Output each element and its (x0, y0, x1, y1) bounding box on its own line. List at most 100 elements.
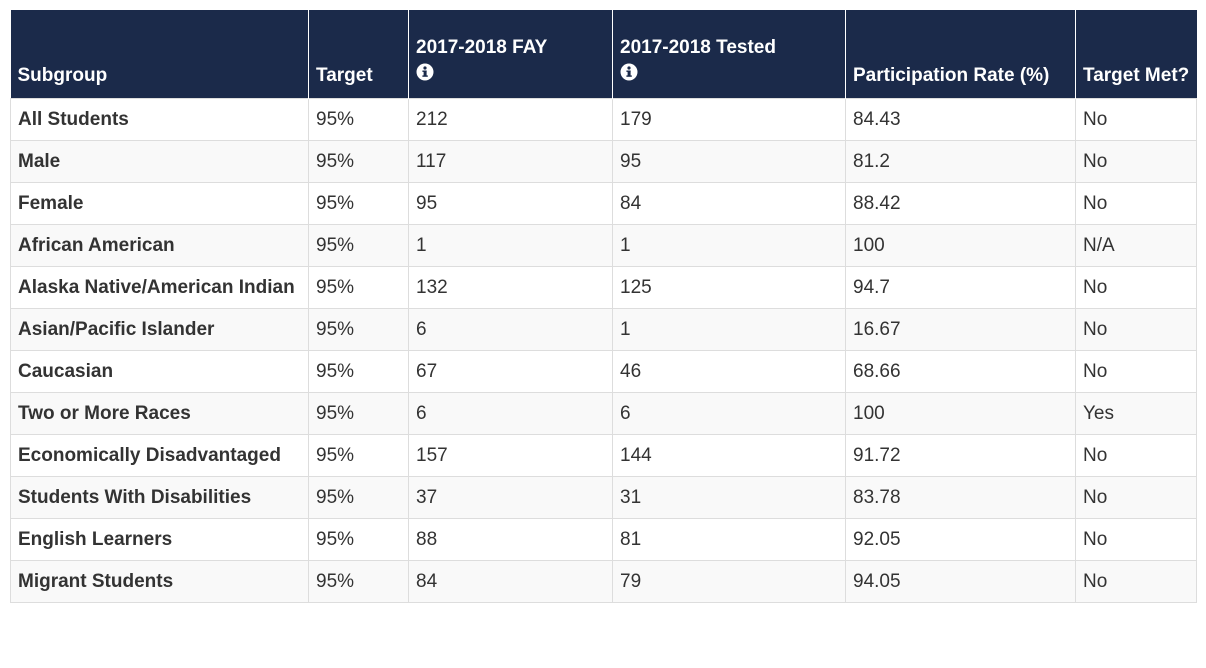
subgroup-cell: Caucasian (10, 350, 309, 393)
table-cell: 84 (612, 182, 846, 225)
table-cell: 16.67 (845, 308, 1076, 351)
table-cell: 95% (308, 350, 409, 393)
table-cell: 83.78 (845, 476, 1076, 519)
table-cell: 95% (308, 140, 409, 183)
table-cell: 100 (845, 224, 1076, 267)
table-cell: 144 (612, 434, 846, 477)
table-row: English Learners 95% 88 81 92.05 No (10, 518, 1197, 561)
subgroup-cell: All Students (10, 98, 309, 141)
table-cell: 95% (308, 182, 409, 225)
info-icon (620, 63, 638, 88)
column-header: Participation Rate (%) (845, 10, 1076, 99)
info-icon (416, 63, 434, 88)
table-row: Asian/Pacific Islander 95% 6 1 16.67 No (10, 308, 1197, 351)
column-header-text: 2017-2018 Tested (620, 37, 776, 58)
table-cell: 84 (408, 560, 613, 603)
table-row: All Students 95% 212 179 84.43 No (10, 98, 1197, 141)
table-cell: No (1075, 140, 1197, 183)
table-cell: No (1075, 98, 1197, 141)
table-cell: 95 (408, 182, 613, 225)
table-cell: 94.7 (845, 266, 1076, 309)
subgroup-cell: Female (10, 182, 309, 225)
subgroup-cell: Economically Disadvantaged (10, 434, 309, 477)
table-row: Caucasian 95% 67 46 68.66 No (10, 350, 1197, 393)
table-cell: No (1075, 350, 1197, 393)
column-header-text: Participation Rate (%) (853, 65, 1050, 86)
column-header: Target Met? (1075, 10, 1197, 99)
table-cell: 95% (308, 266, 409, 309)
subgroup-cell: Students With Disabilities (10, 476, 309, 519)
table-cell: 92.05 (845, 518, 1076, 561)
table-cell: 91.72 (845, 434, 1076, 477)
info-icon-svg (620, 63, 638, 81)
column-header-text: Target (316, 65, 373, 86)
table-cell: 95% (308, 98, 409, 141)
table-cell: No (1075, 266, 1197, 309)
table-cell: 68.66 (845, 350, 1076, 393)
column-header: 2017-2018 FAY (408, 10, 613, 99)
table-cell: 6 (612, 392, 846, 435)
table-cell: 95% (308, 560, 409, 603)
table-cell: 179 (612, 98, 846, 141)
column-header-text: 2017-2018 FAY (416, 37, 548, 58)
table-body: All Students 95% 212 179 84.43 No Male 95% 117 95… (10, 98, 1197, 603)
table-cell: No (1075, 560, 1197, 603)
table-cell: 37 (408, 476, 613, 519)
table-row: Migrant Students 95% 84 79 94.05 No (10, 560, 1197, 603)
table-cell: 95% (308, 476, 409, 519)
table-cell: 100 (845, 392, 1076, 435)
table-cell: No (1075, 518, 1197, 561)
subgroup-cell: English Learners (10, 518, 309, 561)
column-header-text: Subgroup (17, 65, 108, 86)
table-cell: 1 (408, 224, 613, 267)
participation-table: Subgroup Target 2017-2018 FAY 2017-2018 Tes… (10, 10, 1197, 603)
table-cell: 95 (612, 140, 846, 183)
table-row: Male 95% 117 95 81.2 No (10, 140, 1197, 183)
table-cell: 94.05 (845, 560, 1076, 603)
table-cell: 46 (612, 350, 846, 393)
table-cell: 79 (612, 560, 846, 603)
table-cell: No (1075, 476, 1197, 519)
table-row: Economically Disadvantaged 95% 157 144 91.72… (10, 434, 1197, 477)
table-cell: No (1075, 434, 1197, 477)
table-cell: 1 (612, 224, 846, 267)
table-cell: 67 (408, 350, 613, 393)
table-cell: N/A (1075, 224, 1197, 267)
table-cell: 95% (308, 434, 409, 477)
table-cell: 88.42 (845, 182, 1076, 225)
table-cell: 81 (612, 518, 846, 561)
table-cell: Yes (1075, 392, 1197, 435)
table-cell: 125 (612, 266, 846, 309)
subgroup-cell: Male (10, 140, 309, 183)
table-cell: 212 (408, 98, 613, 141)
header-row: Subgroup Target 2017-2018 FAY 2017-2018 Tes… (10, 10, 1197, 99)
table-cell: 95% (308, 308, 409, 351)
table-cell: 132 (408, 266, 613, 309)
table-cell: 84.43 (845, 98, 1076, 141)
subgroup-cell: Alaska Native/American Indian (10, 266, 309, 309)
column-header: Target (308, 10, 409, 99)
table-cell: 95% (308, 224, 409, 267)
table-cell: 6 (408, 308, 613, 351)
table-cell: 117 (408, 140, 613, 183)
table-row: Female 95% 95 84 88.42 No (10, 182, 1197, 225)
table-row: Two or More Races 95% 6 6 100 Yes (10, 392, 1197, 435)
subgroup-cell: Asian/Pacific Islander (10, 308, 309, 351)
table-cell: 1 (612, 308, 846, 351)
table-cell: 88 (408, 518, 613, 561)
table-row: African American 95% 1 1 100 N/A (10, 224, 1197, 267)
table-header: Subgroup Target 2017-2018 FAY 2017-2018 Tes… (10, 10, 1197, 99)
table-cell: 81.2 (845, 140, 1076, 183)
table-cell: 157 (408, 434, 613, 477)
table-row: Students With Disabilities 95% 37 31 83.78 No (10, 476, 1197, 519)
column-header-text: Target Met? (1083, 65, 1190, 86)
table-cell: No (1075, 308, 1197, 351)
table-cell: 31 (612, 476, 846, 519)
table-cell: 95% (308, 392, 409, 435)
column-header: 2017-2018 Tested (612, 10, 846, 99)
table-cell: 6 (408, 392, 613, 435)
subgroup-cell: Two or More Races (10, 392, 309, 435)
subgroup-cell: Migrant Students (10, 560, 309, 603)
info-icon-svg (416, 63, 434, 81)
